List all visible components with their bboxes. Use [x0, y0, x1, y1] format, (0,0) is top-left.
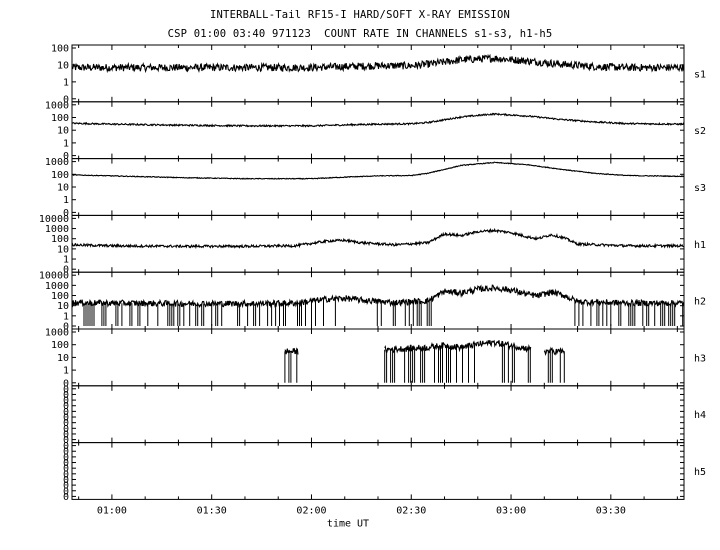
y-tick-label-s2: 1: [63, 138, 69, 149]
y-tick-label-h4: 0: [63, 413, 69, 424]
y-tick-label-s1: 1: [63, 77, 69, 88]
y-tick-label-s2: 100: [51, 113, 69, 124]
channel-label-s1: s1: [694, 69, 706, 80]
y-tick-label-h4: 0: [63, 424, 69, 435]
y-tick-label-h3: 1: [63, 366, 69, 377]
series-line-h3-2: [543, 346, 565, 356]
series-dropouts-h3-0: [284, 351, 298, 383]
y-tick-label-h4: 0: [63, 429, 69, 440]
series-line-h3-0: [284, 347, 299, 355]
panel-frame-s1: [71, 44, 685, 103]
y-tick-label-s3: 10: [57, 183, 69, 194]
series-dropouts-h3-1: [384, 343, 531, 383]
y-tick-label-s3: 100: [51, 170, 69, 181]
y-tick-label-h5: 0: [63, 475, 69, 486]
y-tick-label-h2: 10000: [39, 271, 69, 282]
y-tick-label-h5: 0: [63, 441, 69, 452]
x-tick-label: 01:30: [197, 505, 227, 516]
x-tick-label: 02:30: [396, 505, 426, 516]
series-line-s1-0: [71, 53, 685, 74]
y-tick-label-h5: 0: [63, 481, 69, 492]
y-tick-label-h2: 0: [63, 322, 69, 333]
x-tick-label: 02:00: [296, 505, 326, 516]
y-tick-label-h4: 0: [63, 390, 69, 401]
y-tick-label-h4: 0: [63, 384, 69, 395]
y-tick-label-h4: 0: [63, 407, 69, 418]
panel-frame-s3: [71, 158, 685, 216]
y-tick-label-h4: 0: [63, 435, 69, 446]
y-tick-label-h5: 0: [63, 486, 69, 497]
x-tick-label: 03:00: [496, 505, 526, 516]
channel-label-h4: h4: [694, 410, 706, 421]
x-axis-label: time UT: [327, 518, 369, 529]
series-line-h2-0: [71, 284, 685, 309]
series-line-s2-0: [71, 112, 685, 128]
y-tick-label-s3: 0: [63, 208, 69, 219]
panel-frame-h4: [71, 385, 685, 444]
y-tick-label-h4: 0: [63, 401, 69, 412]
y-tick-label-h2: 10: [57, 301, 69, 312]
y-tick-label-h5: 0: [63, 469, 69, 480]
y-tick-label-h3: 1000: [45, 328, 69, 339]
y-tick-label-h1: 10: [57, 244, 69, 255]
y-tick-label-h1: 0: [63, 265, 69, 276]
x-tick-label: 03:30: [596, 505, 626, 516]
y-tick-label-s1: 100: [51, 44, 69, 55]
channel-label-s2: s2: [694, 126, 706, 137]
x-tick-label: 01:00: [97, 505, 127, 516]
y-tick-label-h1: 1000: [45, 224, 69, 235]
channel-label-h2: h2: [694, 297, 706, 308]
chart-subtitle: CSP 01:00 03:40 971123 COUNT RATE IN CHA…: [167, 28, 553, 40]
y-tick-label-h5: 0: [63, 452, 69, 463]
y-tick-label-h4: 0: [63, 396, 69, 407]
y-tick-label-s1: 10: [57, 60, 69, 71]
y-tick-label-h5: 0: [63, 447, 69, 458]
y-tick-label-h2: 1000: [45, 281, 69, 292]
y-tick-label-s1: 0: [63, 94, 69, 105]
series-line-s3-0: [71, 161, 685, 180]
y-tick-label-h3: 10: [57, 353, 69, 364]
y-tick-label-s3: 1: [63, 195, 69, 206]
y-tick-label-s2: 1000: [45, 100, 69, 111]
y-tick-label-h3: 0: [63, 378, 69, 389]
y-tick-label-h2: 1: [63, 311, 69, 322]
panel-frame-h5: [71, 442, 685, 500]
y-tick-label-s2: 0: [63, 151, 69, 162]
y-tick-label-h4: 0: [63, 418, 69, 429]
y-tick-label-h1: 10000: [39, 214, 69, 225]
y-tick-label-h5: 0: [63, 458, 69, 469]
channel-label-s3: s3: [694, 183, 706, 194]
y-tick-label-h5: 0: [63, 464, 69, 475]
channel-label-h5: h5: [694, 467, 706, 478]
chart-title: INTERBALL-Tail RF15-I HARD/SOFT X-RAY EM…: [210, 9, 510, 21]
y-tick-label-h1: 100: [51, 234, 69, 245]
series-dropouts-h3-2: [547, 351, 565, 383]
channel-label-h1: h1: [694, 240, 706, 251]
series-dropouts-h2-0: [71, 298, 684, 326]
y-tick-label-h2: 100: [51, 291, 69, 302]
y-tick-label-h5: 0: [63, 492, 69, 503]
y-tick-label-s3: 1000: [45, 157, 69, 168]
y-tick-label-s2: 10: [57, 126, 69, 137]
y-tick-label-h1: 1: [63, 255, 69, 266]
y-tick-label-h3: 100: [51, 340, 69, 351]
panel-frame-s2: [71, 101, 685, 160]
panel-frame-h3: [71, 328, 685, 387]
series-line-h1-0: [71, 227, 685, 250]
channel-label-h3: h3: [694, 353, 706, 364]
